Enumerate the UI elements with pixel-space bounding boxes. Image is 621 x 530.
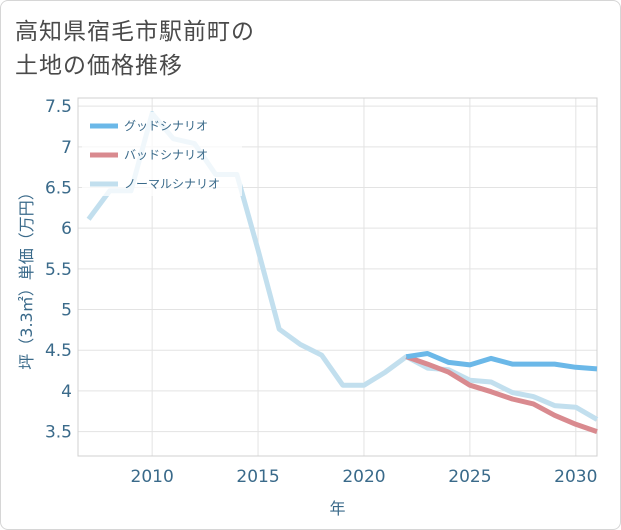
series-line-0 bbox=[405, 351, 598, 372]
y-tick-label: 5.5 bbox=[45, 260, 72, 280]
x-tick-label: 2025 bbox=[448, 467, 491, 487]
y-tick-label: 3.5 bbox=[45, 423, 72, 443]
y-tick-label: 6 bbox=[61, 219, 72, 239]
x-tick-label: 2015 bbox=[236, 467, 279, 487]
series-line-1 bbox=[405, 354, 598, 434]
y-tick-label: 7.5 bbox=[45, 97, 72, 117]
y-tick-label: 5 bbox=[61, 301, 72, 321]
legend-item-1[interactable]: バッドシナリオ bbox=[124, 148, 208, 162]
x-tick-label: 2030 bbox=[554, 467, 597, 487]
chart-title-line2: 土地の価格推移 bbox=[15, 53, 183, 79]
y-axis-label: 坪（3.3㎡）単価（万円） bbox=[17, 184, 36, 369]
y-tick-label: 7 bbox=[61, 138, 72, 158]
y-tick-label: 4.5 bbox=[45, 341, 72, 361]
x-tick-label: 2010 bbox=[131, 467, 174, 487]
x-tick-label: 2020 bbox=[342, 467, 385, 487]
legend-item-0[interactable]: グッドシナリオ bbox=[124, 119, 208, 133]
x-axis-label: 年 bbox=[329, 499, 345, 518]
y-tick-label: 6.5 bbox=[45, 179, 72, 199]
chart-title-line1: 高知県宿毛市駅前町の bbox=[15, 19, 255, 45]
legend-item-2[interactable]: ノーマルシナリオ bbox=[124, 177, 220, 191]
plot-frame bbox=[77, 97, 598, 457]
y-axis-ticks: 3.5 4 4.5 5 5.5 6 6.5 7 7.5 bbox=[45, 97, 72, 442]
y-tick-label: 4 bbox=[61, 382, 72, 402]
x-axis-ticks: 2010 2015 2020 2025 2030 bbox=[131, 467, 598, 487]
chart-title: 高知県宿毛市駅前町の 土地の価格推移 bbox=[15, 15, 415, 83]
